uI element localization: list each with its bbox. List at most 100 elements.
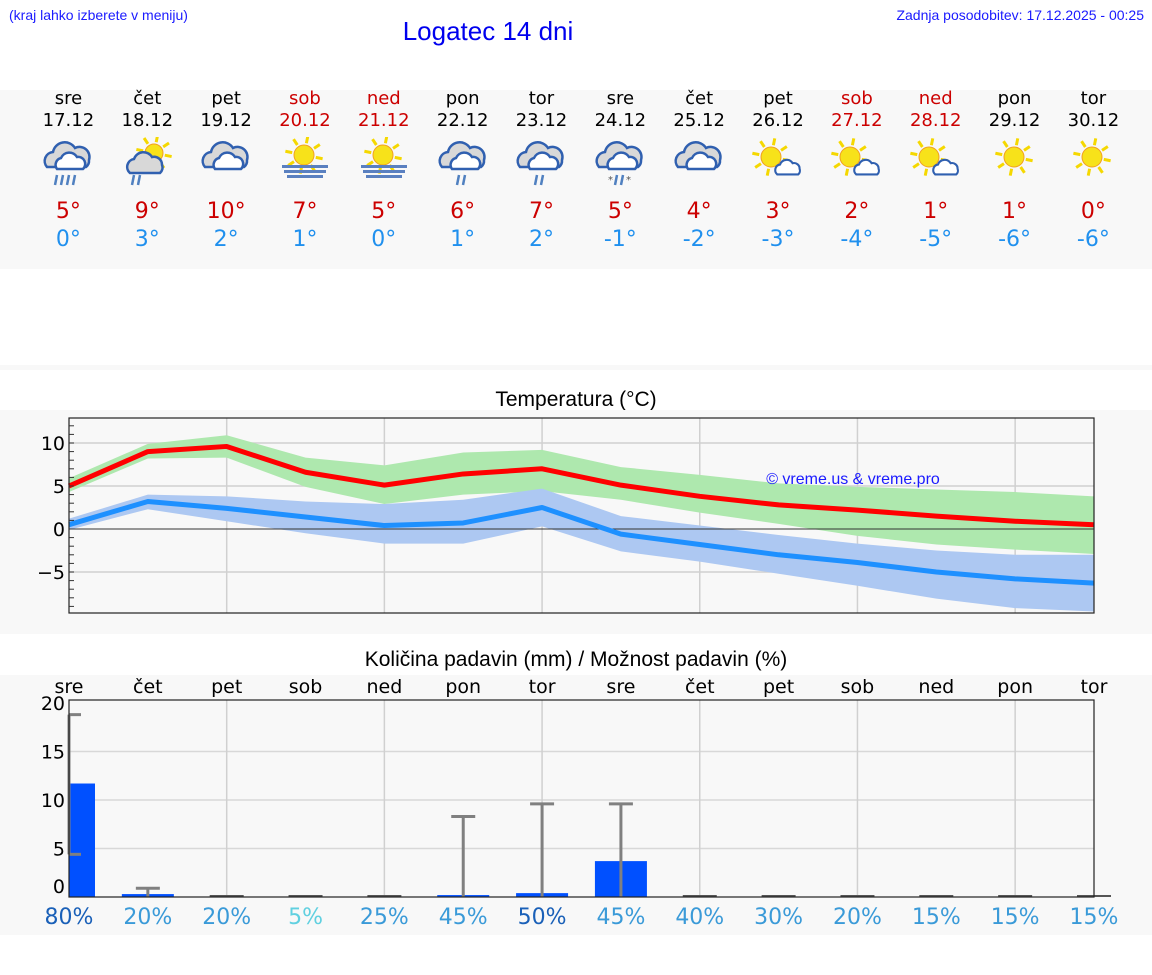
day-column: sre 17.12 5° 0° bbox=[29, 88, 108, 258]
max-temperature: 5° bbox=[371, 199, 397, 224]
sun-cloud-rain-icon bbox=[126, 137, 173, 186]
day-column: sob 20.12 7° 1° bbox=[266, 88, 345, 258]
svg-text:*: * bbox=[626, 175, 631, 186]
day-date: 19.12 bbox=[200, 110, 252, 131]
precip-day-label: sob bbox=[841, 676, 875, 698]
min-temperature: 1° bbox=[292, 227, 318, 252]
svg-text:*: * bbox=[608, 175, 613, 186]
day-column: pet 26.12 3° -3° bbox=[739, 88, 818, 258]
day-column: sre 24.12 * * 5° -1° bbox=[581, 88, 660, 258]
sun-small-cloud-icon bbox=[909, 138, 959, 176]
max-temperature: 1° bbox=[923, 199, 949, 224]
day-name: sob bbox=[289, 88, 321, 109]
day-name: tor bbox=[528, 88, 555, 109]
max-temperature: 6° bbox=[450, 199, 476, 224]
precipitation-probability: 15% bbox=[990, 905, 1040, 930]
min-temperature: 2° bbox=[528, 227, 554, 252]
day-date: 20.12 bbox=[279, 110, 331, 131]
day-column: sob 27.12 2° -4° bbox=[817, 88, 896, 258]
min-temperature: -6° bbox=[1076, 227, 1110, 252]
day-date: 17.12 bbox=[42, 110, 95, 131]
day-date: 29.12 bbox=[988, 110, 1041, 131]
precipitation-chart-band bbox=[0, 675, 1152, 935]
day-name: pet bbox=[211, 88, 241, 109]
precipitation-probability: 80% bbox=[44, 905, 94, 930]
max-temperature: 0° bbox=[1080, 199, 1106, 224]
day-date: 26.12 bbox=[752, 110, 804, 131]
svg-text:10: 10 bbox=[41, 790, 65, 812]
max-temperature: 9° bbox=[134, 199, 160, 224]
max-temperature: 3° bbox=[765, 199, 791, 224]
precip-day-label: čet bbox=[133, 676, 163, 698]
precip-day-label: tor bbox=[1081, 676, 1108, 698]
page-title: Logatec 14 dni bbox=[402, 16, 574, 46]
precip-day-label: ned bbox=[366, 676, 402, 698]
precip-day-label: tor bbox=[529, 676, 556, 698]
day-date: 28.12 bbox=[909, 110, 962, 131]
day-name: sre bbox=[606, 88, 635, 109]
min-temperature: -6° bbox=[998, 227, 1032, 252]
day-name: čet bbox=[133, 88, 162, 109]
precipitation-bar bbox=[69, 783, 95, 897]
day-date: 23.12 bbox=[515, 110, 568, 131]
precipitation-probability: 5% bbox=[288, 905, 323, 930]
daily-forecast-row: sre 17.12 5° 0° čet 18.12 9° 3° pet 19.1… bbox=[29, 88, 1134, 258]
sun-small-cloud-icon bbox=[752, 138, 802, 176]
cloud-light-rain-icon bbox=[438, 141, 486, 186]
precip-day-label: pet bbox=[763, 676, 794, 698]
precip-day-label: sre bbox=[55, 676, 84, 698]
svg-text:5: 5 bbox=[53, 476, 65, 498]
last-updated: Zadnja posodobitev: 17.12.2025 - 00:25 bbox=[896, 7, 1144, 23]
day-column: ned 28.12 1° -5° bbox=[896, 88, 975, 258]
min-temperature: 2° bbox=[213, 227, 239, 252]
max-temperature: 2° bbox=[844, 199, 870, 224]
day-date: 24.12 bbox=[594, 110, 647, 131]
max-temperature: 1° bbox=[1002, 199, 1028, 224]
divider bbox=[0, 365, 1152, 370]
sun-icon bbox=[1073, 138, 1112, 176]
day-name: ned bbox=[366, 88, 401, 109]
day-name: tor bbox=[1080, 88, 1107, 109]
sun-fog-icon bbox=[360, 137, 407, 178]
precip-day-label: sob bbox=[289, 676, 323, 698]
day-date: 22.12 bbox=[436, 110, 489, 131]
svg-text:15: 15 bbox=[41, 742, 65, 764]
precipitation-probability: 20% bbox=[833, 905, 882, 930]
precip-day-label: pet bbox=[211, 676, 242, 698]
day-date: 27.12 bbox=[831, 110, 883, 131]
sun-fog-icon bbox=[281, 137, 328, 178]
cloudy-icon bbox=[201, 141, 249, 171]
day-name: pon bbox=[997, 88, 1032, 109]
min-temperature: 3° bbox=[134, 227, 160, 252]
day-name: sob bbox=[840, 88, 873, 109]
day-name: ned bbox=[918, 88, 953, 109]
day-column: tor 30.12 0° -6° bbox=[1054, 88, 1133, 258]
precipitation-probability: 25% bbox=[359, 905, 409, 930]
min-temperature: -3° bbox=[761, 227, 795, 252]
day-column: čet 25.12 4° -2° bbox=[660, 88, 739, 258]
sun-icon bbox=[994, 138, 1033, 176]
day-name: pon bbox=[445, 88, 480, 109]
min-temperature: 0° bbox=[55, 227, 81, 252]
day-column: ned 21.12 5° 0° bbox=[344, 88, 423, 258]
day-date: 21.12 bbox=[358, 110, 410, 131]
min-temperature: -4° bbox=[840, 227, 874, 252]
precip-day-label: pon bbox=[445, 676, 481, 698]
temperature-chart: 10 5 0 −5 © vreme.us & vreme.pro bbox=[37, 417, 1095, 614]
day-column: pon 29.12 1° -6° bbox=[975, 88, 1054, 258]
min-temperature: -1° bbox=[603, 227, 637, 252]
svg-text:0: 0 bbox=[53, 876, 65, 898]
min-temperature: -2° bbox=[682, 227, 716, 252]
day-column: čet 18.12 9° 3° bbox=[108, 88, 187, 258]
day-column: pon 22.12 6° 1° bbox=[423, 88, 502, 258]
location-menu-hint: (kraj lahko izberete v meniju) bbox=[9, 7, 188, 23]
day-column: tor 23.12 7° 2° bbox=[502, 88, 581, 258]
cloud-light-rain-icon bbox=[516, 141, 565, 186]
precipitation-probability: 40% bbox=[675, 905, 725, 930]
cloudy-icon bbox=[674, 141, 722, 171]
precipitation-probability: 15% bbox=[1069, 905, 1119, 930]
max-temperature: 5° bbox=[607, 199, 633, 224]
day-name: čet bbox=[685, 88, 714, 109]
day-column: pet 19.12 10° 2° bbox=[187, 88, 266, 258]
